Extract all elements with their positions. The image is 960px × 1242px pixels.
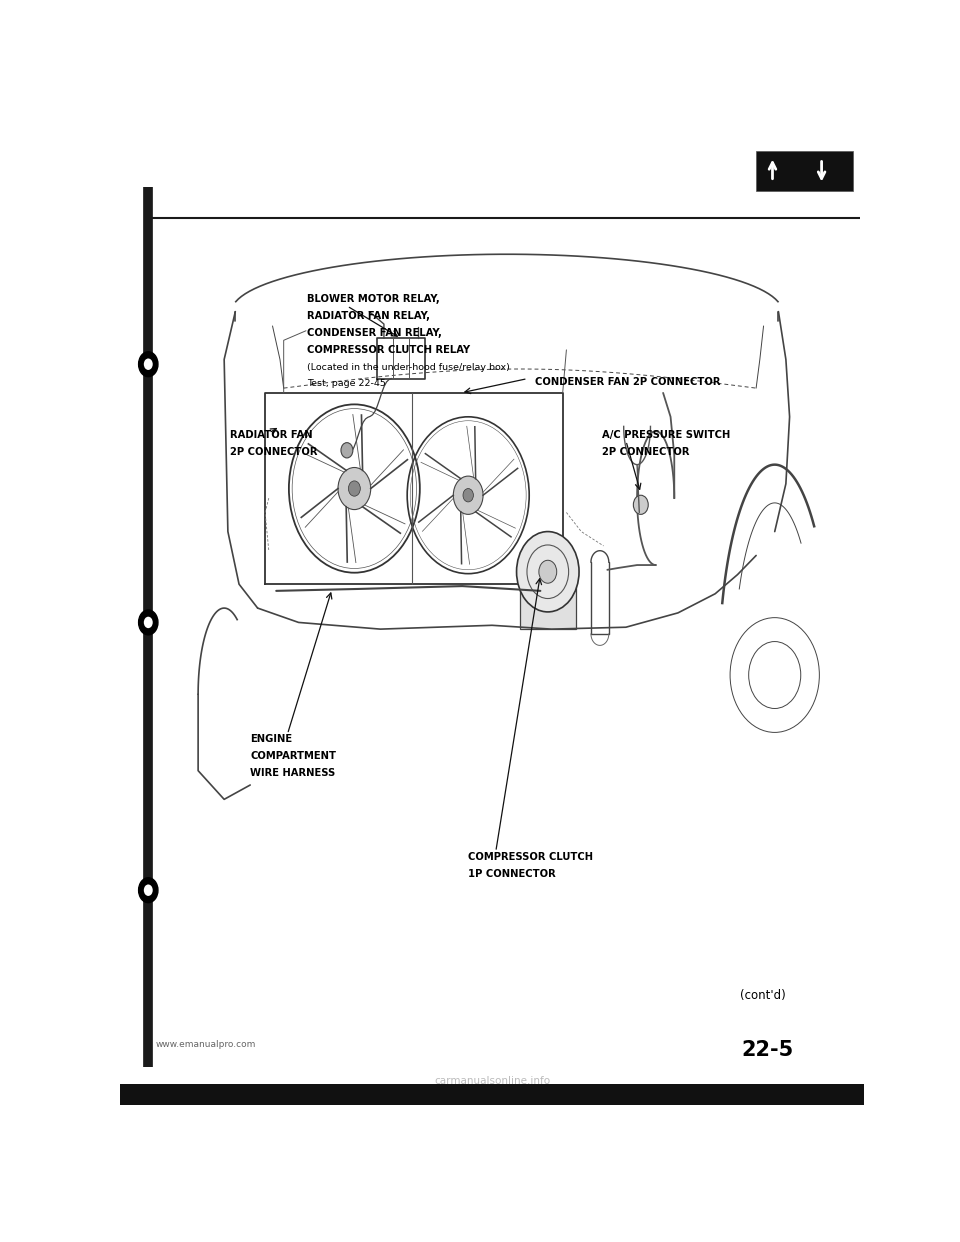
Bar [756, 152, 852, 191]
Text: Test, page 22-45: Test, page 22-45 [307, 379, 386, 388]
Text: RADIATOR FAN RELAY,: RADIATOR FAN RELAY, [307, 312, 430, 322]
Circle shape [144, 359, 153, 370]
Text: COMPRESSOR CLUTCH: COMPRESSOR CLUTCH [468, 852, 593, 862]
Text: 2P CONNECTOR: 2P CONNECTOR [602, 447, 689, 457]
Circle shape [539, 560, 557, 584]
Bar [519, 576, 576, 630]
Circle shape [463, 488, 473, 502]
Circle shape [144, 884, 153, 895]
Text: 2P CONNECTOR: 2P CONNECTOR [230, 447, 318, 457]
Text: CONDENSER FAN RELAY,: CONDENSER FAN RELAY, [307, 328, 443, 338]
Circle shape [338, 467, 371, 509]
Text: RADIATOR FAN: RADIATOR FAN [230, 430, 313, 440]
Circle shape [138, 878, 158, 903]
Circle shape [138, 610, 158, 635]
Text: COMPRESSOR CLUTCH RELAY: COMPRESSOR CLUTCH RELAY [307, 344, 470, 355]
Text: (cont'd): (cont'd) [740, 989, 786, 1002]
Circle shape [516, 532, 579, 612]
Text: carmanualsonline.info: carmanualsonline.info [434, 1076, 550, 1086]
Text: www.emanualpro.com: www.emanualpro.com [156, 1041, 256, 1049]
Text: BLOWER MOTOR RELAY,: BLOWER MOTOR RELAY, [307, 294, 441, 304]
Text: ENGINE: ENGINE [251, 734, 293, 744]
Text: A/C PRESSURE SWITCH: A/C PRESSURE SWITCH [602, 430, 731, 440]
Text: COMPARTMENT: COMPARTMENT [251, 751, 336, 761]
Circle shape [138, 351, 158, 376]
Circle shape [144, 617, 153, 628]
Text: WIRE HARNESS: WIRE HARNESS [251, 768, 335, 777]
Circle shape [348, 481, 360, 497]
Text: 22-5: 22-5 [741, 1041, 793, 1061]
Text: 1P CONNECTOR: 1P CONNECTOR [468, 868, 556, 878]
Text: (Located in the under-hood fuse/relay box): (Located in the under-hood fuse/relay bo… [307, 363, 511, 373]
Text: CONDENSER FAN 2P CONNECTOR: CONDENSER FAN 2P CONNECTOR [535, 376, 721, 386]
Circle shape [634, 496, 648, 514]
Circle shape [453, 476, 483, 514]
Bar [120, 1084, 864, 1105]
Circle shape [341, 442, 353, 458]
